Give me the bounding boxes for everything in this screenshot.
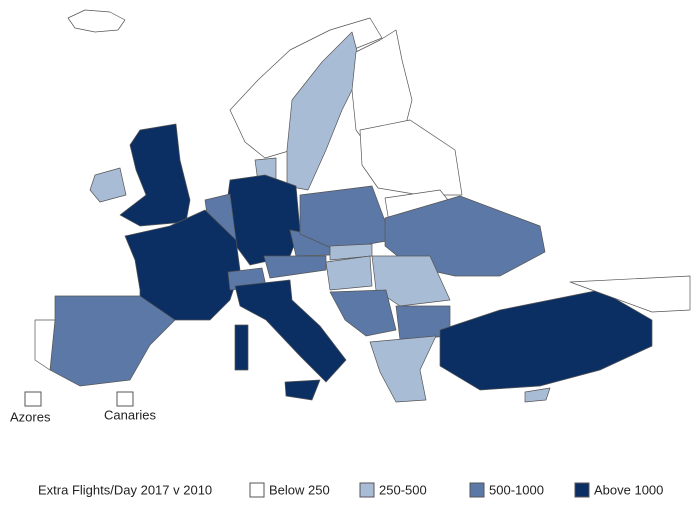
legend-swatch [469,482,485,498]
portugal [34,319,56,371]
italy [234,279,347,383]
greece [369,335,437,403]
ireland [89,167,127,203]
legend-label: Below 250 [269,482,330,497]
legend-label: 250-500 [379,482,427,497]
poland [299,185,393,251]
caucasus [569,275,691,313]
countries [34,9,691,403]
hungary [325,255,373,291]
iceland [67,9,126,33]
inset-label: Azores [10,409,51,424]
romania [371,255,451,307]
legend-swatch [574,482,590,498]
sardinia [234,324,249,371]
spain [49,295,176,387]
legend-title: Extra Flights/Day 2017 v 2010 [38,482,212,497]
turkey [439,289,653,391]
uk [119,123,191,227]
inset-label: Canaries [104,407,157,422]
finland [351,29,413,153]
france [124,209,241,321]
austria [263,255,327,279]
inset-box [116,391,134,407]
legend-label: Above 1000 [594,482,663,497]
sicily [284,379,321,401]
cyprus [524,387,551,403]
inset-box [24,391,42,407]
balkans [329,289,397,337]
baltics [359,119,463,196]
legend-swatch [359,482,375,498]
legend-swatch [249,482,265,498]
legend-label: 500-1000 [489,482,544,497]
legend: Below 250 250-500 500-1000 Above 1000 [249,482,663,498]
